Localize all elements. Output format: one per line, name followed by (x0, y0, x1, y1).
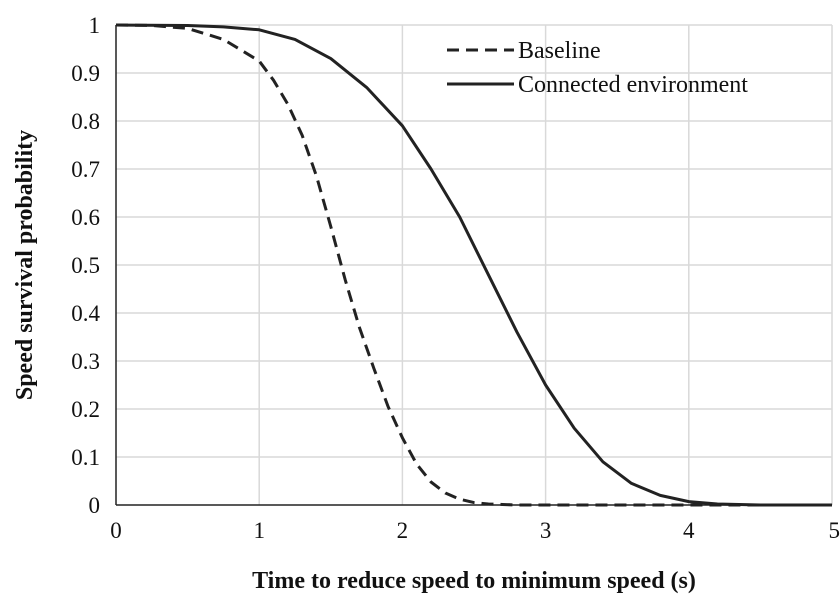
y-tick-label: 1 (89, 13, 101, 38)
legend-label: Baseline (518, 38, 601, 64)
y-tick-label: 0.7 (71, 157, 100, 182)
y-tick-label: 0.1 (71, 445, 100, 470)
x-tick-label: 0 (110, 518, 122, 543)
y-tick-label: 0.9 (71, 61, 100, 86)
legend-label: Connected environment (518, 72, 748, 98)
x-tick-label: 3 (540, 518, 552, 543)
y-tick-label: 0.8 (71, 109, 100, 134)
y-tick-labels: 0 0.1 0.2 0.3 0.4 0.5 0.6 0.7 0.8 0.9 1 (71, 13, 100, 518)
x-tick-label: 1 (253, 518, 265, 543)
y-tick-label: 0.2 (71, 397, 100, 422)
y-tick-label: 0.5 (71, 253, 100, 278)
x-tick-label: 5 (829, 518, 840, 543)
x-axis-title: Time to reduce speed to minimum speed (s… (252, 568, 696, 594)
y-tick-label: 0.4 (71, 301, 100, 326)
series-line-baseline (115, 23, 832, 507)
x-tick-label: 4 (683, 518, 695, 543)
series-line-connected-environment (115, 23, 832, 507)
legend: Baseline Connected environment (447, 38, 748, 98)
series-lines (115, 23, 832, 507)
x-tick-label: 2 (397, 518, 409, 543)
y-tick-label: 0.6 (71, 205, 100, 230)
grid-lines (116, 24, 833, 505)
y-axis-title: Speed survival probability (12, 130, 38, 400)
y-tick-label: 0.3 (71, 349, 100, 374)
y-tick-label: 0 (89, 493, 101, 518)
x-tick-labels: 0 1 2 3 4 5 (110, 518, 840, 543)
